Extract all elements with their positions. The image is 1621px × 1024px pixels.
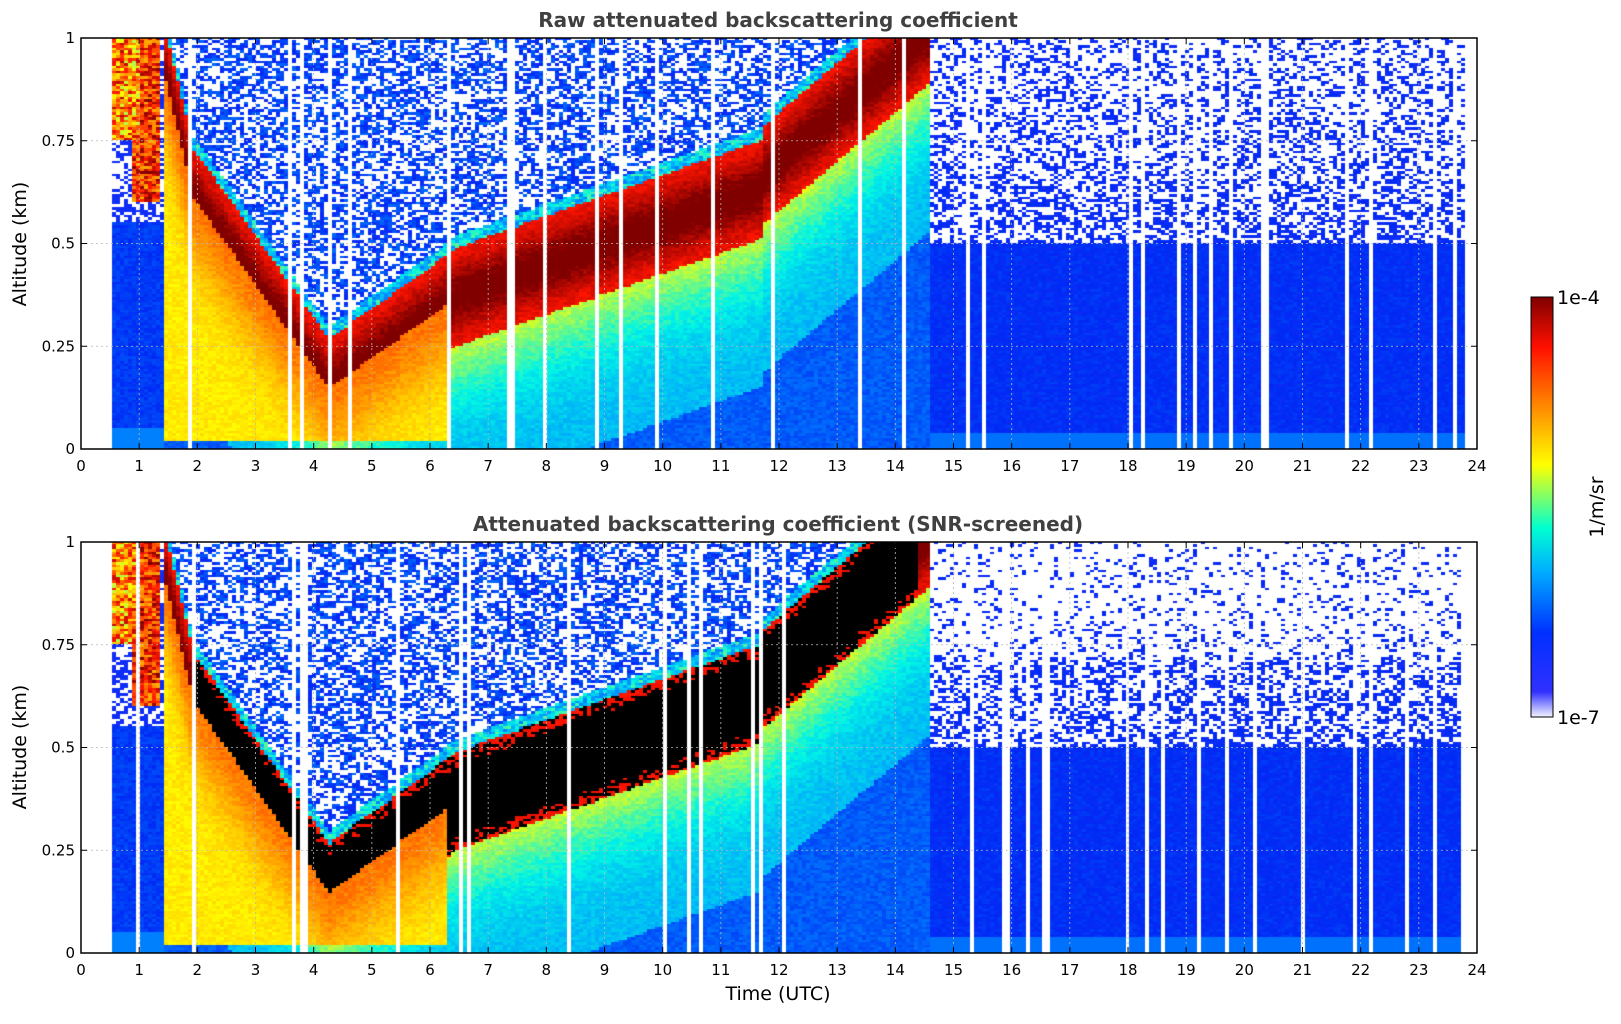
y-tick-label: 0.5: [51, 739, 75, 757]
x-tick-label: 22: [1351, 457, 1370, 475]
x-tick-label: 11: [711, 457, 730, 475]
x-tick-label: 1: [134, 961, 144, 979]
y-tick-label: 0.75: [42, 132, 75, 150]
panel-screened-gridlines: [81, 542, 1477, 953]
x-tick-label: 0: [76, 457, 86, 475]
x-tick-label: 10: [653, 457, 672, 475]
x-tick-label: 7: [483, 457, 493, 475]
y-tick-label: 0.75: [42, 636, 75, 654]
panel-screened-xlabel: Time (UTC): [724, 983, 830, 1005]
x-tick-label: 5: [367, 961, 377, 979]
x-tick-label: 18: [1118, 457, 1137, 475]
x-tick-label: 24: [1467, 457, 1486, 475]
x-tick-label: 3: [251, 961, 261, 979]
x-tick-label: 2: [193, 457, 203, 475]
x-tick-label: 19: [1177, 457, 1196, 475]
x-tick-label: 16: [1002, 961, 1021, 979]
x-tick-label: 6: [425, 961, 435, 979]
x-tick-label: 13: [828, 961, 847, 979]
x-tick-label: 12: [769, 457, 788, 475]
y-tick-label: 0.5: [51, 235, 75, 253]
colorbar-scale: [1530, 296, 1554, 718]
panel-raw: Raw attenuated backscattering coefficien…: [9, 8, 1487, 475]
x-tick-label: 0: [76, 961, 86, 979]
colorbar-max-label: 1e-4: [1557, 287, 1600, 309]
y-tick-label: 0: [65, 944, 75, 962]
x-tick-label: 24: [1467, 961, 1486, 979]
x-tick-label: 8: [542, 961, 552, 979]
x-tick-label: 21: [1293, 961, 1312, 979]
x-tick-label: 4: [309, 457, 319, 475]
x-tick-label: 6: [425, 457, 435, 475]
x-tick-label: 15: [944, 457, 963, 475]
x-tick-label: 22: [1351, 961, 1370, 979]
x-tick-label: 4: [309, 961, 319, 979]
x-tick-label: 15: [944, 961, 963, 979]
x-tick-label: 14: [886, 457, 905, 475]
panel-screened: Attenuated backscattering coefficient (S…: [9, 512, 1487, 1005]
x-tick-label: 13: [828, 457, 847, 475]
x-tick-label: 3: [251, 457, 261, 475]
x-tick-label: 1: [134, 457, 144, 475]
x-tick-label: 7: [483, 961, 493, 979]
colorbar-min-label: 1e-7: [1557, 707, 1600, 729]
y-tick-label: 0: [65, 440, 75, 458]
x-tick-label: 2: [193, 961, 203, 979]
x-tick-label: 17: [1060, 961, 1079, 979]
y-tick-label: 0.25: [42, 841, 75, 859]
panel-raw-ylabel: Altitude (km): [9, 182, 31, 307]
y-tick-label: 0.25: [42, 337, 75, 355]
x-tick-label: 9: [600, 457, 610, 475]
x-tick-label: 9: [600, 961, 610, 979]
x-tick-label: 20: [1235, 457, 1254, 475]
x-tick-label: 11: [711, 961, 730, 979]
panel-raw-title: Raw attenuated backscattering coefficien…: [538, 8, 1018, 32]
panel-screened-title: Attenuated backscattering coefficient (S…: [473, 512, 1083, 536]
y-tick-label: 1: [65, 29, 75, 47]
x-tick-label: 14: [886, 961, 905, 979]
x-tick-label: 23: [1409, 457, 1428, 475]
x-tick-label: 17: [1060, 457, 1079, 475]
x-tick-label: 23: [1409, 961, 1428, 979]
x-tick-label: 8: [542, 457, 552, 475]
x-tick-label: 16: [1002, 457, 1021, 475]
x-tick-label: 21: [1293, 457, 1312, 475]
colorbar-unit-label: 1/m/sr: [1586, 476, 1608, 537]
panel-screened-ylabel: Altitude (km): [9, 685, 31, 810]
panel-raw-x-ticks: 0 1 2 3 4 5 6 7 8 9 10 11 12 13 14 15 16 17 18 19 20 21 22 23 24: [76, 38, 1487, 475]
x-tick-label: 18: [1118, 961, 1137, 979]
x-tick-label: 5: [367, 457, 377, 475]
x-tick-label: 12: [769, 961, 788, 979]
y-tick-label: 1: [65, 533, 75, 551]
x-tick-label: 10: [653, 961, 672, 979]
x-tick-label: 20: [1235, 961, 1254, 979]
panel-raw-gridlines: [81, 38, 1477, 449]
panel-raw-y-ticks: 0 0.25 0.5 0.75 1: [42, 29, 1477, 458]
panel-screened-x-ticks: 0 1 2 3 4 5 6 7 8 9 10 11 12 13 14 15 16 17 18 19 20 21 22 23 24: [76, 542, 1487, 979]
panel-screened-y-ticks: 0 0.25 0.5 0.75 1: [42, 533, 1477, 962]
colorbar: 1e-4 1e-7 1/m/sr: [1530, 287, 1608, 729]
x-tick-label: 19: [1177, 961, 1196, 979]
